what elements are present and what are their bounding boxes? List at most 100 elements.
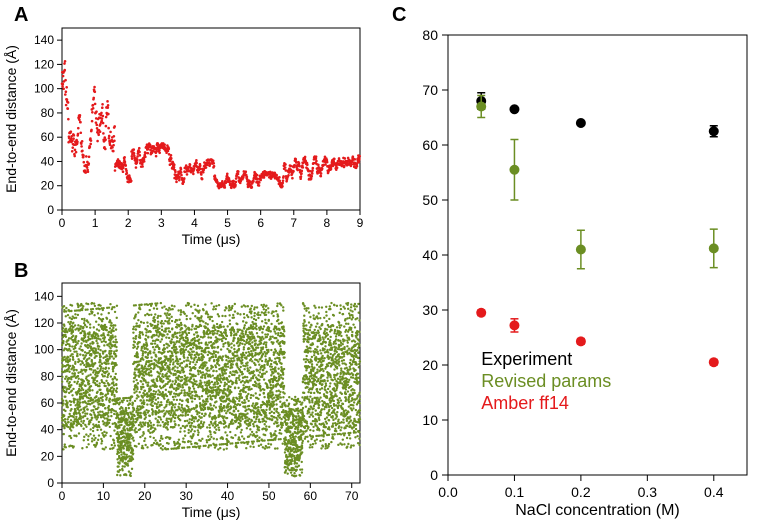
- data-point: [218, 426, 220, 428]
- data-point: [72, 388, 74, 390]
- panel-b-ylabel: End-to-end distance (Å): [3, 309, 19, 457]
- data-point: [98, 385, 100, 387]
- data-point: [157, 143, 160, 146]
- data-point: [96, 380, 98, 382]
- data-point: [108, 312, 110, 314]
- data-point: [104, 148, 107, 151]
- data-point: [198, 353, 200, 355]
- data-point: [94, 103, 97, 106]
- data-point: [173, 442, 175, 444]
- data-point: [217, 346, 219, 348]
- data-point: [170, 372, 172, 374]
- data-point: [82, 354, 84, 356]
- data-point: [212, 308, 214, 310]
- data-point: [135, 313, 137, 315]
- xtick-label: 70: [345, 489, 359, 503]
- data-point: [159, 341, 161, 343]
- data-point: [184, 391, 186, 393]
- data-point: [234, 351, 236, 353]
- data-point: [106, 370, 108, 372]
- data-point: [129, 403, 131, 405]
- data-point: [70, 137, 73, 140]
- data-point: [177, 309, 179, 311]
- data-point: [92, 97, 95, 100]
- data-point: [190, 424, 192, 426]
- data-point: [222, 345, 224, 347]
- data-point: [171, 355, 173, 357]
- data-point: [185, 325, 187, 327]
- data-point: [133, 388, 135, 390]
- data-point: [123, 156, 126, 159]
- data-point: [192, 346, 194, 348]
- data-point: [117, 465, 119, 467]
- xtick-label: 20: [138, 489, 152, 503]
- data-point: [242, 365, 244, 367]
- ytick-label: 20: [41, 179, 55, 193]
- data-point: [233, 337, 235, 339]
- data-point: [188, 421, 190, 423]
- data-point: [84, 324, 86, 326]
- data-point: [162, 445, 164, 447]
- data-point: [219, 447, 221, 449]
- data-point: [107, 362, 109, 364]
- data-point: [115, 355, 117, 357]
- data-point: [144, 444, 146, 446]
- data-point: [215, 417, 217, 419]
- data-point: [195, 162, 198, 165]
- data-point: [105, 326, 107, 328]
- ytick-label: 40: [41, 154, 55, 168]
- xtick-label: 3: [158, 216, 165, 230]
- data-point: [101, 103, 104, 106]
- data-point: [63, 62, 66, 65]
- data-point: [166, 346, 168, 348]
- data-point: [241, 343, 243, 345]
- data-point: [151, 324, 153, 326]
- data-point: [232, 382, 234, 384]
- data-point: [213, 327, 215, 329]
- data-point: [69, 358, 71, 360]
- data-point: [92, 409, 94, 411]
- data-point: [178, 383, 180, 385]
- data-point: [77, 375, 79, 377]
- data-point: [94, 437, 96, 439]
- data-point: [99, 304, 101, 306]
- data-point: [243, 346, 245, 348]
- data-point: [90, 368, 92, 370]
- data-point: [247, 305, 249, 307]
- data-point: [157, 397, 159, 399]
- data-point: [172, 367, 174, 369]
- data-point: [146, 348, 148, 350]
- data-point: [105, 367, 107, 369]
- data-point: [165, 389, 167, 391]
- data-point: [158, 152, 161, 155]
- data-point: [103, 404, 105, 406]
- data-point: [65, 328, 67, 330]
- data-point: [135, 328, 137, 330]
- data-point: [187, 339, 189, 341]
- data-point: [159, 443, 161, 445]
- data-point: [66, 331, 68, 333]
- data-point: [151, 444, 153, 446]
- data-point: [65, 336, 67, 338]
- data-point: [194, 367, 196, 369]
- data-point: [100, 438, 102, 440]
- data-point: [142, 396, 144, 398]
- data-point: [80, 363, 82, 365]
- data-point: [105, 380, 107, 382]
- data-point: [140, 416, 142, 418]
- data-point: [237, 312, 239, 314]
- data-point: [188, 302, 190, 304]
- data-point: [172, 404, 174, 406]
- data-point: [207, 323, 209, 325]
- data-point: [75, 350, 77, 352]
- panel-b: 010203040506070020406080100120140Time (μ…: [0, 265, 370, 523]
- data-point: [229, 323, 231, 325]
- data-point: [210, 436, 212, 438]
- data-point: [284, 163, 287, 166]
- data-point: [227, 405, 229, 407]
- data-point: [107, 334, 109, 336]
- data-point: [187, 440, 189, 442]
- data-point: [171, 380, 173, 382]
- data-point: [175, 181, 178, 184]
- data-point: [220, 381, 222, 383]
